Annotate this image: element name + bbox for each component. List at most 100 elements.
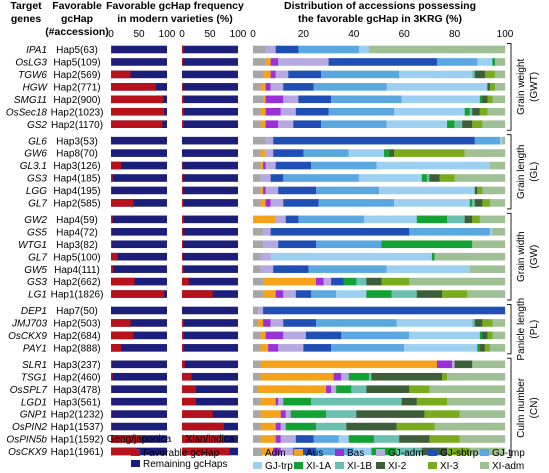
dist-segment-xi-3 bbox=[394, 149, 465, 157]
hap-label: Hap3(126) bbox=[53, 161, 100, 172]
dist-segment-gj-trp bbox=[404, 344, 478, 352]
legend-swatch bbox=[335, 462, 344, 469]
hap-label: Hap3(82) bbox=[56, 240, 98, 251]
dist-segment-gj-sbtrp bbox=[275, 161, 312, 170]
dist-segment-gj-adm bbox=[452, 360, 455, 369]
legend-label: GJ-tmp bbox=[492, 448, 525, 459]
hap-label: Hap4(185) bbox=[53, 174, 100, 185]
header-hap-1: Favorable bbox=[52, 0, 102, 12]
legend-swatch bbox=[294, 449, 303, 456]
dist-segment-xi-adm bbox=[489, 199, 506, 207]
trait-label-line2: (GL) bbox=[529, 162, 540, 182]
dist-segment-gj-trp bbox=[386, 120, 448, 128]
geng-favorable-bar bbox=[111, 107, 165, 116]
header-hap-3: (#accession) bbox=[45, 26, 109, 38]
legend-label: GJ-trp bbox=[265, 461, 293, 472]
dist-segment-xi-2 bbox=[474, 319, 483, 327]
legend-swatch bbox=[294, 462, 303, 469]
dist-segment-xi-adm bbox=[467, 290, 506, 298]
dist-segment-adm bbox=[253, 70, 264, 79]
dist-tick-label: 40 bbox=[348, 29, 360, 40]
geng-remaining-bar bbox=[111, 58, 167, 66]
dist-segment-xi-adm bbox=[494, 58, 506, 66]
dist-segment-aus bbox=[260, 360, 438, 369]
dist-segment-gj-adm bbox=[263, 240, 279, 249]
dist-segment-xi-1a bbox=[348, 435, 375, 443]
dist-segment-gj-tmp bbox=[303, 149, 349, 157]
geng-remaining-bar bbox=[111, 186, 167, 195]
geng-tick-label: 50 bbox=[133, 29, 145, 40]
xian-remaining-bar bbox=[182, 83, 238, 91]
hap-label: Hap2(1170) bbox=[51, 120, 103, 131]
gene-name: OsCKX9 bbox=[8, 447, 47, 458]
dist-segment-aus bbox=[260, 372, 334, 381]
dist-segment-adm bbox=[253, 186, 261, 195]
trait-bracket bbox=[507, 357, 512, 458]
dist-segment-gj-trp bbox=[396, 319, 473, 327]
dist-segment-gj-sbtrp bbox=[275, 45, 299, 54]
header-dist-2: the favorable gcHap in 3KRG (%) bbox=[298, 13, 462, 25]
dist-segment-xi-adm bbox=[429, 385, 506, 393]
dist-segment-xi-2 bbox=[366, 385, 410, 393]
trait-label-line1: Panicle length bbox=[516, 298, 527, 361]
dist-segment-aus bbox=[258, 385, 327, 393]
geng-favorable-bar bbox=[111, 70, 131, 79]
xian-favorable-bar bbox=[182, 240, 184, 249]
dist-segment-xi-2 bbox=[356, 410, 425, 418]
dist-segment-aus bbox=[263, 70, 271, 79]
dist-segment-xi-adm bbox=[459, 410, 506, 418]
dist-segment-xi-3 bbox=[424, 410, 460, 418]
table-row: GNP1 Hap2(1232) bbox=[20, 410, 506, 421]
dist-tick-label: 80 bbox=[449, 29, 461, 40]
dist-segment-aus bbox=[260, 120, 266, 128]
dist-segment-gj-sbtrp bbox=[273, 136, 475, 145]
dist-segment-xi-1a bbox=[431, 252, 435, 261]
legend-label: Remaining gcHaps bbox=[143, 459, 228, 470]
dist-segment-gj-sbtrp bbox=[293, 120, 322, 128]
hap-label: Hap2(1023) bbox=[51, 107, 104, 118]
gene-name: OsPIN2 bbox=[12, 422, 47, 433]
legend-swatch bbox=[131, 449, 140, 456]
hap-label: Hap3(561) bbox=[53, 397, 100, 408]
dist-segment-xi-adm bbox=[494, 83, 506, 91]
dist-segment-xi-1b bbox=[472, 70, 475, 79]
hap-label: Hap4(111) bbox=[54, 265, 100, 276]
hap-label: Hap3(478) bbox=[53, 385, 100, 396]
dist-tick-label: 20 bbox=[298, 29, 310, 40]
dist-segment-bas bbox=[263, 319, 271, 327]
xian-favorable-bar bbox=[182, 290, 213, 298]
dist-segment-xi-adm bbox=[464, 149, 506, 157]
gene-name: LG1 bbox=[28, 290, 47, 301]
dist-segment-bas bbox=[275, 422, 281, 431]
dist-segment-xi-2 bbox=[389, 149, 395, 157]
geng-remaining-bar bbox=[111, 228, 167, 236]
xian-remaining-bar bbox=[182, 360, 238, 369]
table-row: OsSec18 Hap2(1023) bbox=[6, 107, 506, 118]
trait-label-line2: (PL) bbox=[529, 320, 540, 339]
table-row: GW6 Hap8(70) bbox=[24, 149, 506, 160]
table-row: GL7 Hap2(585) bbox=[28, 199, 506, 210]
geng-tick-label: 0 bbox=[108, 29, 114, 40]
dist-segment-adm bbox=[253, 331, 261, 340]
xian-remaining-bar bbox=[182, 174, 238, 182]
geng-remaining-bar bbox=[111, 161, 167, 170]
table-row: SMG11 Hap2(900) bbox=[14, 95, 506, 106]
dist-segment-xi-1a bbox=[464, 107, 470, 116]
dist-segment-bas bbox=[265, 107, 281, 116]
table-row: GL7 Hap5(100) bbox=[28, 252, 506, 263]
geng-favorable-bar bbox=[111, 252, 118, 261]
dist-segment-gj-tmp bbox=[313, 83, 387, 91]
dist-segment-gj-trp bbox=[409, 331, 480, 340]
hap-label: Hap4(72) bbox=[56, 227, 98, 238]
dist-segment-xi-2 bbox=[346, 422, 397, 431]
dist-segment-adm bbox=[253, 372, 261, 381]
xian-favorable-bar bbox=[182, 83, 184, 91]
xian-favorable-bar bbox=[182, 277, 189, 286]
dist-segment-aus bbox=[260, 107, 266, 116]
table-row: OsPIN2 Hap1(1537) bbox=[12, 422, 506, 433]
dist-segment-bas bbox=[265, 83, 271, 91]
geng-remaining-bar bbox=[111, 277, 167, 286]
table-row: OsSPL7 Hap3(478) bbox=[10, 385, 506, 396]
dist-segment-adm bbox=[253, 83, 261, 91]
table-row: GS2 Hap2(1170) bbox=[27, 120, 506, 131]
